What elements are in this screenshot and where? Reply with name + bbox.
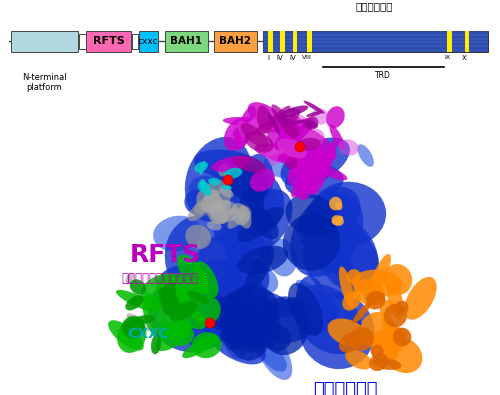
- Text: IV: IV: [289, 55, 296, 61]
- Text: N-terminal
platform: N-terminal platform: [22, 73, 66, 92]
- Text: I: I: [267, 55, 269, 61]
- Bar: [268, 30, 272, 52]
- Bar: [263, 45, 488, 47]
- Bar: [464, 30, 469, 52]
- Bar: [263, 30, 488, 32]
- Bar: [280, 30, 284, 52]
- Bar: [263, 47, 488, 49]
- Bar: [263, 36, 488, 38]
- FancyBboxPatch shape: [138, 30, 158, 52]
- FancyBboxPatch shape: [164, 30, 208, 52]
- FancyBboxPatch shape: [86, 30, 131, 52]
- Text: IV: IV: [276, 55, 283, 61]
- Text: TRD: TRD: [375, 71, 391, 80]
- Text: BAH1: BAH1: [170, 36, 202, 47]
- Bar: [447, 30, 452, 52]
- Bar: [307, 30, 312, 52]
- Text: BAH2: BAH2: [220, 36, 252, 47]
- FancyBboxPatch shape: [214, 30, 256, 52]
- Bar: [263, 40, 488, 41]
- Text: IX: IX: [444, 55, 450, 60]
- Bar: [263, 34, 488, 36]
- FancyBboxPatch shape: [132, 34, 138, 49]
- Text: VIII: VIII: [302, 55, 312, 60]
- Bar: [263, 38, 488, 40]
- FancyBboxPatch shape: [79, 34, 86, 49]
- Text: 触媒ドメイン: 触媒ドメイン: [355, 2, 393, 11]
- Bar: [263, 51, 488, 52]
- FancyBboxPatch shape: [11, 30, 78, 52]
- Bar: [263, 43, 488, 45]
- Bar: [292, 30, 297, 52]
- Bar: [263, 32, 488, 34]
- Text: cxxc: cxxc: [138, 37, 158, 46]
- Text: X: X: [462, 55, 467, 61]
- Text: RFTS: RFTS: [92, 36, 124, 47]
- Bar: [263, 49, 488, 51]
- Bar: [263, 41, 488, 43]
- FancyBboxPatch shape: [263, 30, 488, 52]
